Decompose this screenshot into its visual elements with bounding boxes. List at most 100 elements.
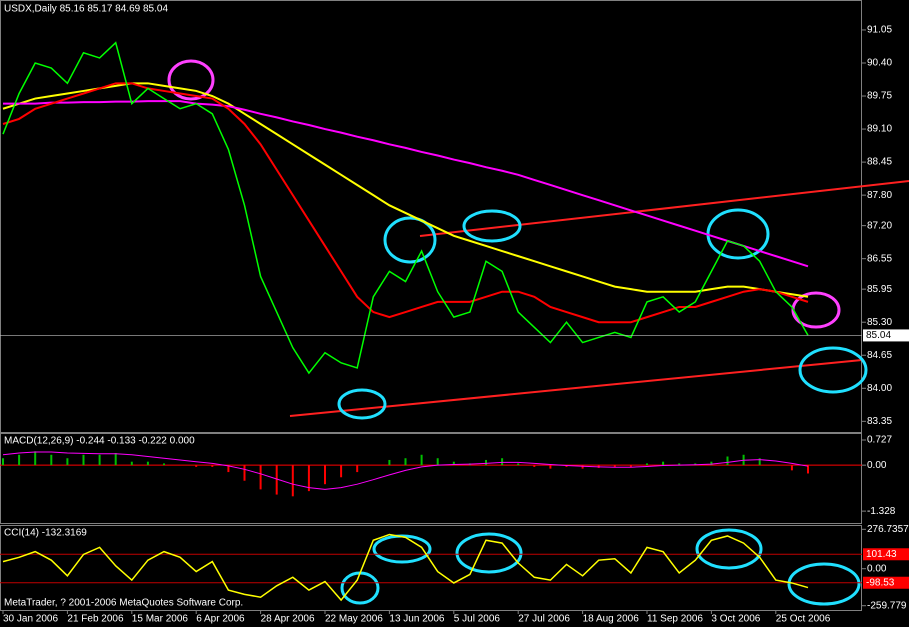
macd-bar [485,459,487,466]
macd-bar [646,463,648,466]
last-price-box [863,329,909,342]
macd-bar [195,465,198,467]
macd-bar [50,454,53,466]
macd-bar [710,461,713,466]
x-tick-label: 21 Feb 2006 [67,614,124,625]
macd-bar [114,453,117,466]
y-tick-label: 85.95 [867,284,892,295]
macd-bar [388,459,391,466]
macd-bar [565,465,568,467]
macd-bar [227,465,230,473]
macd-bar [356,465,359,473]
resistance-line [419,180,909,237]
cci-frame [0,525,862,611]
macd-bar [163,463,165,466]
y-tick-label: 84.00 [867,383,892,394]
circle [798,346,868,394]
macd-bar [275,465,278,495]
y-tick-label: 88.45 [867,157,892,168]
macd-bar [324,465,326,485]
macd-bar [613,465,616,467]
macd-bar [694,463,697,466]
circle [462,209,522,243]
y-tick-label: 89.75 [867,91,892,102]
x-tick-label: 13 Jun 2006 [389,614,444,625]
macd-bar [291,465,294,497]
x-tick-label: 27 Jul 2006 [518,614,570,625]
macd-bar [130,461,133,466]
macd-title: MACD(12,26,9) -0.244 -0.133 -0.222 0.000 [4,436,195,447]
macd-bar [66,458,69,466]
x-tick-label: 25 Oct 2006 [776,614,831,625]
y-tick-label: 87.20 [867,220,892,231]
y-tick-label: 86.55 [867,253,892,264]
macd-bar [211,465,214,467]
y-tick-label: 91.05 [867,25,892,36]
x-tick-label: 11 Sep 2006 [647,614,703,625]
macd-frame [0,433,862,524]
y-tick-label: 83.35 [867,416,892,427]
y-tick-label: 0.727 [867,435,892,446]
macd-bar [501,458,504,466]
level-box [863,576,909,589]
level-label: -98.53 [866,577,895,588]
x-tick-label: 22 May 2006 [325,614,383,625]
macd-bar [34,451,37,466]
cci-title: CCI(14) -132.3169 [4,528,87,539]
macd-bar [404,458,407,466]
circle [337,388,387,420]
panel-frames [0,0,862,611]
price-title: USDX,Daily 85.16 85.17 84.69 85.04 [4,4,168,15]
macd-bar [662,461,665,466]
macd-bar [629,465,632,467]
macd-bar [726,456,729,466]
x-tick-label: 15 Mar 2006 [132,614,189,625]
circle [340,571,380,605]
price-line [2,82,809,298]
macd-bar [436,458,439,466]
support-line [289,359,863,417]
annotations [167,59,868,606]
level-label: 101.43 [866,549,897,560]
price-frame [0,0,862,433]
x-tick-label: 3 Oct 2006 [711,614,760,625]
circle [167,59,215,101]
macd-bar [758,458,761,466]
macd-bar [340,465,343,478]
circle [383,216,437,264]
y-tick-label: 85.30 [867,317,892,328]
y-tick-label: -1.328 [867,506,896,517]
y-tick-label: 87.80 [867,190,892,201]
x-tick-label: 30 Jan 2006 [3,614,58,625]
macd-bar [98,454,101,466]
circle [372,534,432,564]
y-tick-label: 89.10 [867,124,892,135]
circle [695,528,763,570]
macd-bar [517,463,520,466]
macd-bar [581,465,584,469]
macd-bar [243,465,246,481]
macd-bar [2,458,4,466]
macd-bar [307,465,310,492]
macd-bar [533,465,536,467]
price-line [2,82,809,324]
last-price-label: 85.04 [866,330,891,341]
y-tick-label: 0.00 [867,563,887,574]
macd-bar [452,461,455,466]
y-tick-label: 90.40 [867,58,892,69]
circle [787,562,861,606]
price-line [2,41,809,375]
trend-lines [289,180,909,417]
macd-bar [790,465,793,471]
level-box [863,548,909,561]
macd-bar [82,454,85,466]
macd-bar [259,465,262,490]
x-tick-label: 5 Jul 2006 [454,614,501,625]
macd-bar [18,454,21,466]
x-tick-label: 18 Aug 2006 [583,614,640,625]
signal-line [2,451,809,490]
price-line [3,100,809,268]
y-tick-label: -259.779 [867,600,907,611]
circle [455,532,523,574]
